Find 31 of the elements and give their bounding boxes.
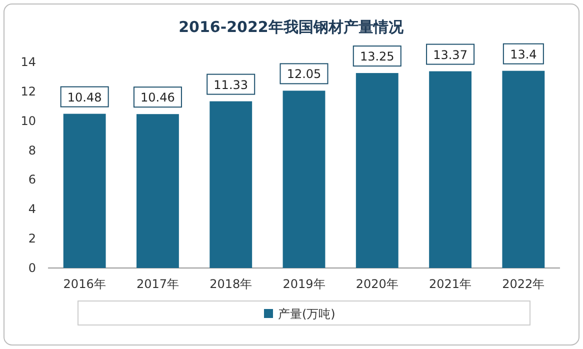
bar — [210, 101, 252, 268]
bar — [502, 70, 545, 268]
y-tick-label: 14 — [20, 55, 36, 69]
bar — [63, 114, 106, 268]
bar — [429, 71, 472, 268]
y-tick-label: 12 — [20, 84, 36, 98]
y-tick-label: 0 — [28, 261, 36, 275]
y-tick-label: 2 — [28, 232, 36, 246]
chart-title: 2016-2022年我国钢材产量情况 — [178, 18, 404, 36]
data-label: 13.37 — [433, 48, 468, 62]
x-tick-label: 2022年 — [502, 277, 545, 291]
data-label: 10.48 — [67, 90, 102, 104]
data-label: 13.25 — [360, 50, 394, 64]
legend-label: 产量(万吨) — [278, 307, 336, 321]
data-label: 10.46 — [140, 90, 175, 105]
data-label: 13.4 — [510, 47, 537, 62]
y-tick-label: 8 — [28, 143, 36, 158]
x-tick-label: 2020年 — [356, 277, 398, 291]
x-tick-label: 2018年 — [210, 277, 252, 291]
y-tick-label: 6 — [28, 172, 36, 187]
bar — [282, 90, 326, 268]
bar — [136, 114, 179, 268]
x-tick-label: 2017年 — [136, 277, 179, 291]
x-tick-label: 2019年 — [282, 277, 326, 291]
data-label: 11.33 — [214, 78, 248, 92]
x-tick-label: 2021年 — [429, 277, 472, 291]
x-tick-label: 2016年 — [63, 277, 106, 291]
bar — [356, 73, 398, 268]
data-label: 12.05 — [286, 67, 322, 82]
y-tick-label: 4 — [28, 202, 36, 216]
y-tick-label: 10 — [20, 114, 36, 128]
